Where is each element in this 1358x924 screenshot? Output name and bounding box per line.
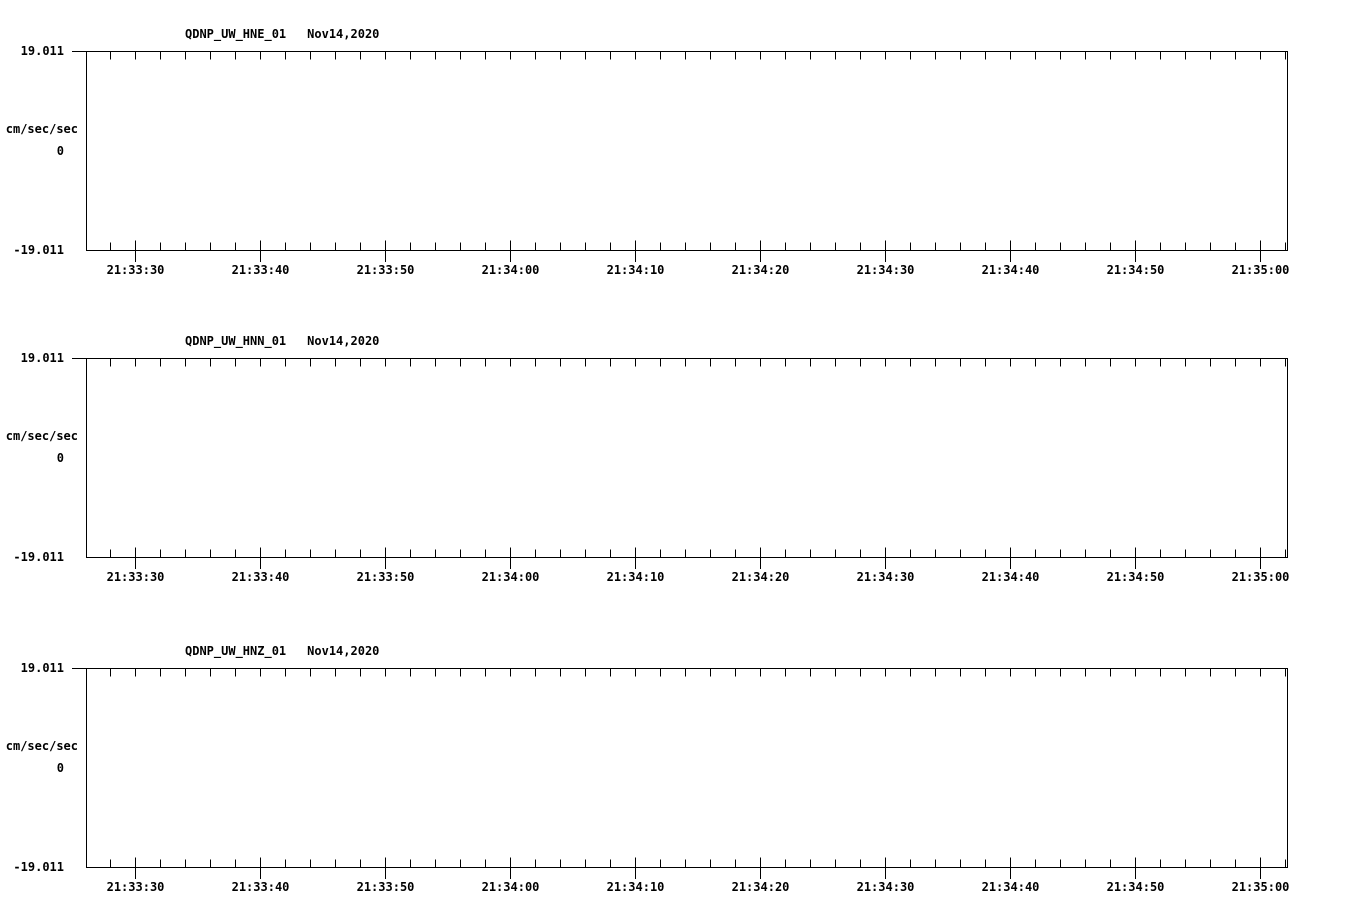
y-zero-label: 0 — [56, 451, 64, 465]
y-min-label: -19.011 — [13, 550, 64, 564]
x-tick-label: 21:35:00 — [1231, 263, 1290, 277]
station-channel-label: QDNP_UW_HNZ_01 — [185, 644, 287, 658]
x-tick-label: 21:34:30 — [856, 880, 915, 894]
x-axis-labels: 21:33:30 21:33:40 21:33:50 21:34:00 21:34:10… — [0, 880, 1358, 896]
panel-title: QDNP_UW_HNE_01 Nov14,2020 — [185, 27, 379, 41]
x-tick-label: 21:35:00 — [1231, 570, 1290, 584]
x-tick-label: 21:34:50 — [1106, 880, 1165, 894]
date-label: Nov14,2020 — [307, 27, 380, 41]
y-units-label: cm/sec/sec — [5, 122, 78, 136]
plot-frame — [86, 51, 1288, 251]
x-axis-labels: 21:33:30 21:33:40 21:33:50 21:34:00 21:34:10… — [0, 263, 1358, 279]
panel-hnn: QDNP_UW_HNN_01 Nov14,2020 19.011 cm/sec/s… — [0, 325, 1358, 615]
y-min-label: -19.011 — [13, 243, 64, 257]
x-tick-label: 21:33:40 — [231, 880, 290, 894]
x-tick-label: 21:34:40 — [981, 263, 1040, 277]
axis-ticks — [72, 358, 1286, 569]
plot-frame — [86, 668, 1288, 868]
y-zero-label: 0 — [56, 761, 64, 775]
y-max-label: 19.011 — [20, 351, 64, 365]
x-tick-label: 21:33:50 — [356, 570, 415, 584]
x-tick-label: 21:34:50 — [1106, 263, 1165, 277]
x-tick-label: 21:34:40 — [981, 880, 1040, 894]
y-units-label: cm/sec/sec — [5, 429, 78, 443]
x-tick-label: 21:33:50 — [356, 880, 415, 894]
y-min-label: -19.011 — [13, 860, 64, 874]
station-channel-label: QDNP_UW_HNE_01 — [185, 27, 287, 41]
x-tick-label: 21:34:10 — [606, 263, 665, 277]
x-tick-label: 21:34:30 — [856, 263, 915, 277]
x-tick-label: 21:34:30 — [856, 570, 915, 584]
x-tick-label: 21:34:20 — [731, 263, 790, 277]
x-tick-label: 21:34:00 — [481, 880, 540, 894]
x-tick-label: 21:33:40 — [231, 263, 290, 277]
x-tick-label: 21:33:30 — [106, 880, 165, 894]
panel-hnz: QDNP_UW_HNZ_01 Nov14,2020 19.011 cm/sec/s… — [0, 635, 1358, 924]
y-zero-label: 0 — [56, 144, 64, 158]
plot-frame — [86, 358, 1288, 558]
x-tick-label: 21:34:10 — [606, 570, 665, 584]
panel-title: QDNP_UW_HNZ_01 Nov14,2020 — [185, 644, 379, 658]
x-tick-label: 21:33:30 — [106, 570, 165, 584]
trace-plot-hnn — [0, 325, 1288, 569]
trace-plot-hne — [0, 18, 1288, 262]
x-tick-label: 21:35:00 — [1231, 880, 1290, 894]
x-tick-label: 21:34:20 — [731, 570, 790, 584]
y-max-label: 19.011 — [20, 661, 64, 675]
station-channel-label: QDNP_UW_HNN_01 — [185, 334, 287, 348]
x-tick-label: 21:33:40 — [231, 570, 290, 584]
panel-title: QDNP_UW_HNN_01 Nov14,2020 — [185, 334, 379, 348]
x-tick-label: 21:34:00 — [481, 263, 540, 277]
y-units-label: cm/sec/sec — [5, 739, 78, 753]
trace-plot-hnz — [0, 635, 1288, 879]
x-tick-label: 21:34:50 — [1106, 570, 1165, 584]
x-axis-labels: 21:33:30 21:33:40 21:33:50 21:34:00 21:34:10… — [0, 570, 1358, 586]
date-label: Nov14,2020 — [307, 334, 380, 348]
panel-hne: QDNP_UW_HNE_01 Nov14,2020 19.011 cm/sec/s… — [0, 18, 1358, 308]
date-label: Nov14,2020 — [307, 644, 380, 658]
x-tick-label: 21:34:00 — [481, 570, 540, 584]
axis-ticks — [72, 51, 1286, 262]
x-tick-label: 21:34:40 — [981, 570, 1040, 584]
x-tick-label: 21:33:50 — [356, 263, 415, 277]
y-max-label: 19.011 — [20, 44, 64, 58]
axis-ticks — [72, 668, 1286, 879]
x-tick-label: 21:33:30 — [106, 263, 165, 277]
x-tick-label: 21:34:10 — [606, 880, 665, 894]
x-tick-label: 21:34:20 — [731, 880, 790, 894]
